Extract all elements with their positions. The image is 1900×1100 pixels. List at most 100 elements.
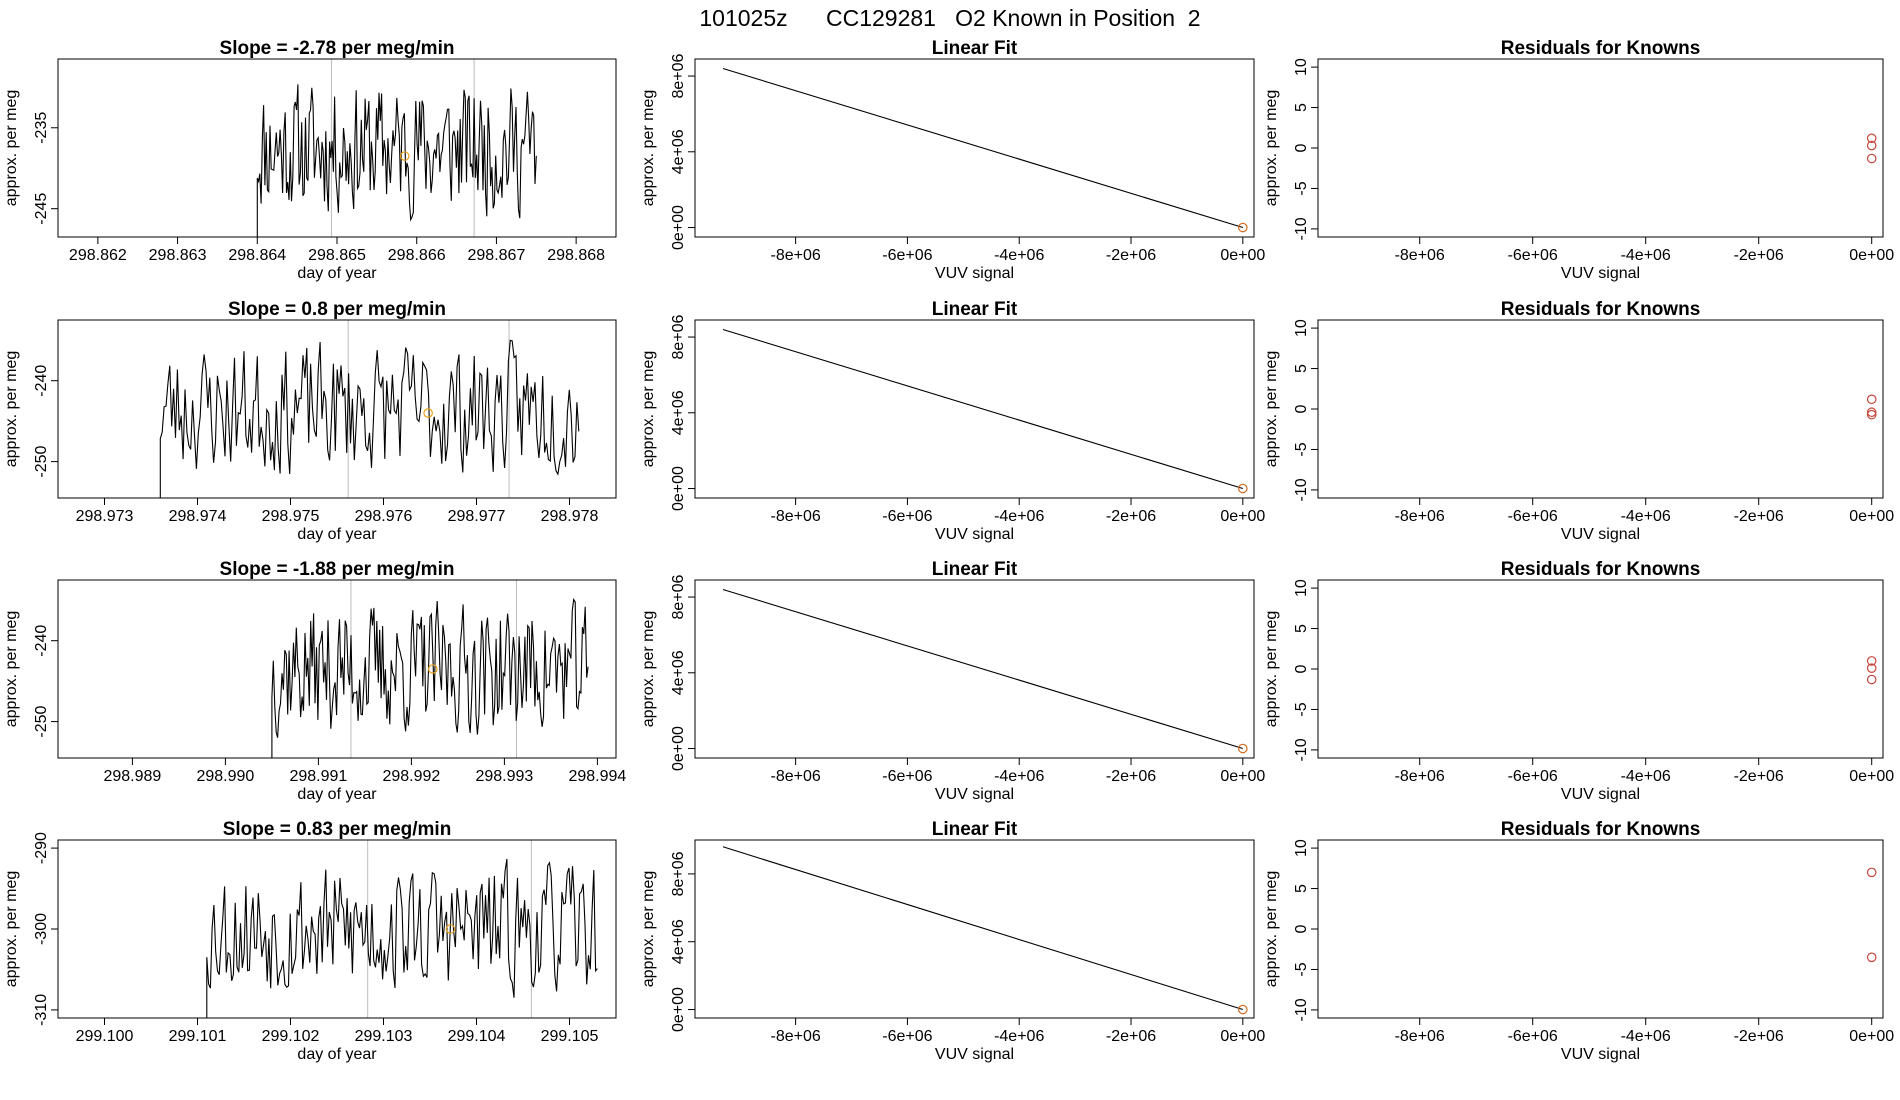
x-axis-label: day of year — [297, 265, 377, 282]
x-tick-label: 298.992 — [382, 768, 440, 785]
panel-title: Residuals for Knowns — [1501, 559, 1701, 580]
panel-trace-3: Slope = -1.88 per meg/min 298.989 298.990 2… — [3, 559, 626, 803]
panel-fit-2: Linear Fit -8e+06 -6e+06 -4e+06 -2e+06 0e+00 0… — [640, 299, 1265, 543]
x-axis-label: VUV signal — [1561, 1046, 1640, 1063]
y-tick-label: -310 — [33, 994, 50, 1026]
fit-line — [722, 846, 1243, 1011]
panel-trace-4: Slope = 0.83 per meg/min 299.100 299.101 29… — [3, 819, 617, 1063]
trace-line — [58, 858, 598, 1018]
y-axis-label: approx. per meg — [1263, 90, 1280, 207]
plot-frame — [1317, 839, 1884, 1019]
y-axis-label: approx. per meg — [640, 871, 657, 988]
plot-frame — [57, 839, 617, 1019]
x-tick-label: 299.104 — [448, 1028, 506, 1045]
x-tick-label: 0e+00 — [1220, 768, 1265, 785]
y-tick-label: -245 — [33, 193, 50, 225]
plot-frame — [1317, 319, 1884, 499]
y-axis-label: approx. per meg — [1263, 611, 1280, 728]
x-axis-label: VUV signal — [935, 265, 1014, 282]
y-tick-label: -250 — [33, 705, 50, 737]
panel-title: Slope = -2.78 per meg/min — [220, 38, 455, 59]
x-tick-label: -8e+06 — [1395, 1028, 1445, 1045]
y-tick-label: -10 — [1293, 478, 1310, 501]
panel-resid-1: Residuals for Knowns -8e+06 -6e+06 -4e+06 -2… — [1263, 38, 1894, 282]
x-tick-label: 298.990 — [196, 768, 254, 785]
panel-title: Slope = 0.83 per meg/min — [223, 819, 452, 840]
x-tick-label: -8e+06 — [1395, 508, 1445, 525]
x-tick-label: -8e+06 — [770, 508, 820, 525]
plot-area — [58, 59, 537, 237]
y-tick-label: -250 — [33, 445, 50, 477]
x-tick-label: 298.974 — [169, 508, 227, 525]
x-axis-label: VUV signal — [935, 1046, 1014, 1063]
x-tick-label: 0e+00 — [1849, 768, 1894, 785]
panel-title: Slope = -1.88 per meg/min — [220, 559, 455, 580]
x-tick-label: -6e+06 — [882, 768, 932, 785]
y-tick-label: 0e+00 — [670, 466, 687, 511]
x-tick-label: 298.864 — [228, 247, 286, 264]
y-axis-label: approx. per meg — [640, 611, 657, 728]
plot-frame — [1317, 58, 1884, 238]
panel-trace-1: Slope = -2.78 per meg/min 298.862 298.863 2… — [3, 38, 617, 282]
x-tick-label: -6e+06 — [882, 247, 932, 264]
x-axis-label: day of year — [297, 526, 377, 543]
y-tick-label: 0e+00 — [670, 987, 687, 1032]
plot-area — [58, 320, 580, 498]
y-axis-label: approx. per meg — [1263, 871, 1280, 988]
x-axis-label: VUV signal — [1561, 265, 1640, 282]
x-tick-label: -4e+06 — [1621, 768, 1671, 785]
x-tick-label: -8e+06 — [770, 768, 820, 785]
x-tick-label: -6e+06 — [1508, 247, 1558, 264]
x-tick-label: 0e+00 — [1849, 247, 1894, 264]
x-tick-label: -2e+06 — [1106, 247, 1156, 264]
y-tick-label: 0 — [1293, 664, 1310, 673]
plot-frame — [694, 839, 1255, 1019]
y-tick-label: -240 — [33, 365, 50, 397]
mid-point-marker — [445, 924, 456, 934]
plot-area — [58, 840, 598, 1018]
x-tick-label: 298.989 — [103, 768, 161, 785]
x-tick-label: 0e+00 — [1220, 247, 1265, 264]
y-axis-label: approx. per meg — [3, 90, 20, 207]
plot-frame — [1317, 579, 1884, 759]
y-tick-label: -5 — [1293, 181, 1310, 195]
x-tick-label: 298.993 — [475, 768, 533, 785]
y-tick-label: 8e+06 — [670, 314, 687, 359]
x-tick-label: 298.865 — [308, 247, 366, 264]
panel-title: Linear Fit — [932, 299, 1018, 320]
trace-line — [58, 597, 589, 758]
x-axis-label: VUV signal — [1561, 786, 1640, 803]
x-tick-label: 0e+00 — [1849, 1028, 1894, 1045]
residual-point — [1866, 867, 1877, 878]
mid-point-marker — [399, 151, 410, 161]
x-tick-label: 298.991 — [289, 768, 347, 785]
fit-point — [1238, 483, 1248, 494]
y-tick-label: 5 — [1293, 884, 1310, 893]
x-tick-label: 299.105 — [541, 1028, 599, 1045]
fit-point — [1238, 743, 1248, 754]
x-tick-label: 299.101 — [169, 1028, 227, 1045]
x-tick-label: 298.868 — [547, 247, 605, 264]
x-tick-label: -4e+06 — [1621, 247, 1671, 264]
y-tick-label: -5 — [1293, 702, 1310, 716]
x-tick-label: -6e+06 — [1508, 1028, 1558, 1045]
y-tick-label: 5 — [1293, 103, 1310, 112]
plot-area — [722, 846, 1243, 1011]
plot-area — [722, 328, 1243, 490]
y-tick-label: 0 — [1293, 924, 1310, 933]
panel-resid-4: Residuals for Knowns -8e+06 -6e+06 -4e+06 -2… — [1263, 819, 1894, 1063]
y-tick-label: 4e+06 — [670, 919, 687, 964]
x-tick-label: -8e+06 — [770, 247, 820, 264]
plot-frame — [694, 579, 1255, 759]
x-axis-label: day of year — [297, 1046, 377, 1063]
mid-point-marker — [423, 408, 433, 418]
panel-title: Residuals for Knowns — [1501, 299, 1701, 320]
x-tick-label: -2e+06 — [1734, 508, 1784, 525]
plot-area — [722, 67, 1243, 229]
y-axis-label: approx. per meg — [3, 611, 20, 728]
x-tick-label: -4e+06 — [994, 247, 1044, 264]
y-tick-label: -235 — [33, 112, 50, 144]
y-tick-label: 8e+06 — [670, 851, 687, 896]
y-axis-label: approx. per meg — [640, 351, 657, 468]
x-tick-label: -6e+06 — [882, 508, 932, 525]
